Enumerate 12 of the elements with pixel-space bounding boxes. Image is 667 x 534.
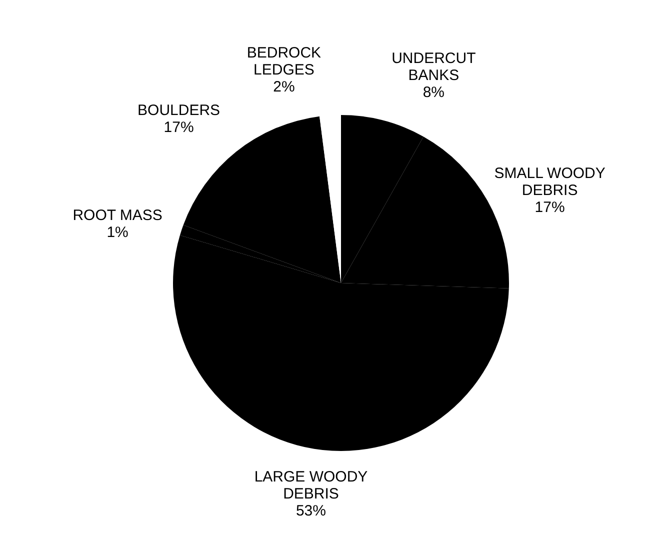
slice-label: UNDERCUT BANKS [392,50,476,84]
data-label: 2% [273,78,295,96]
slice-label: BEDROCK LEDGES [246,44,322,78]
data-label: 53% [296,502,326,520]
slice-label: LARGE WOODY DEBRIS [254,468,368,503]
slice-label: BOULDERS [138,102,220,120]
slice-label: SMALL WOODY DEBRIS [494,165,606,200]
slice-label: ROOT MASS [72,206,162,224]
data-label: 17% [534,199,565,216]
data-label: 8% [422,84,445,102]
data-label: 17% [164,119,194,136]
data-label: 1% [106,224,128,241]
